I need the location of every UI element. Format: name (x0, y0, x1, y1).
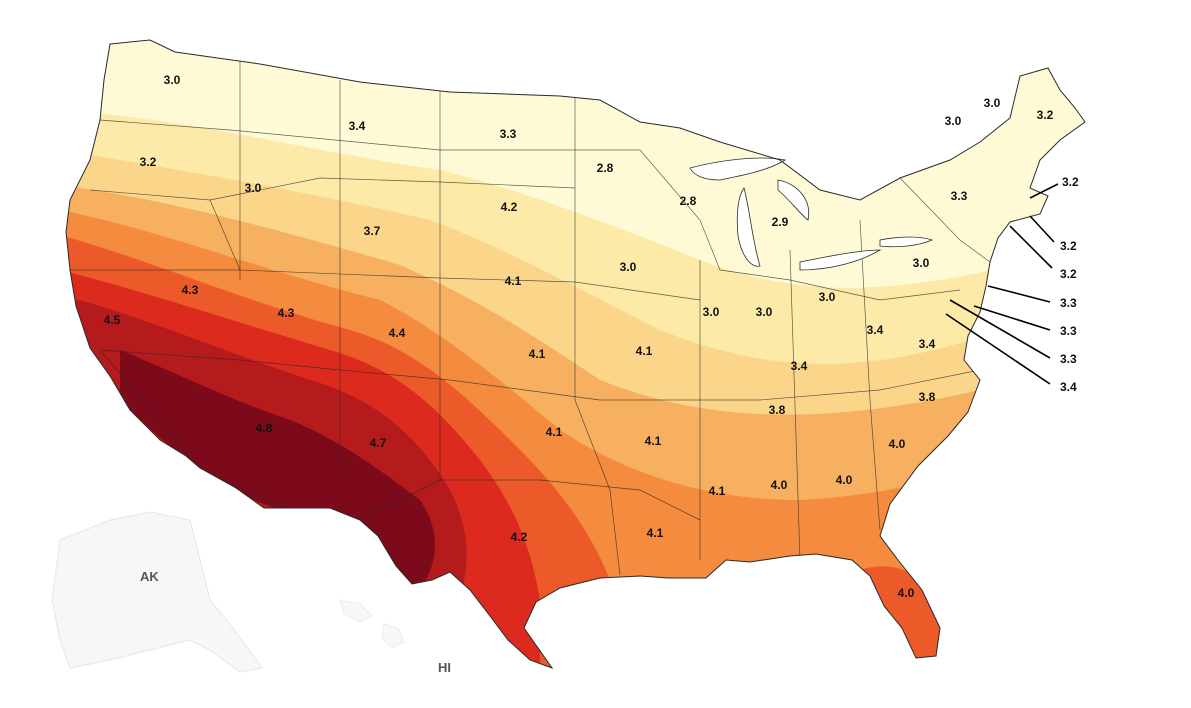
state-value-al: 4.0 (771, 478, 788, 492)
state-value-mn: 2.8 (597, 161, 614, 175)
state-value-fl: 4.0 (898, 586, 915, 600)
state-value-wa: 3.0 (164, 73, 181, 87)
state-value-nc: 3.8 (919, 390, 936, 404)
state-borders (70, 60, 991, 576)
state-value-nd: 3.3 (500, 127, 517, 141)
state-value-ca: 4.5 (104, 313, 121, 327)
callout-value-ct: 3.2 (1060, 267, 1077, 281)
callout-leaders (945, 183, 1059, 385)
state-value-wy: 3.7 (364, 224, 381, 238)
state-value-tx: 4.2 (511, 530, 528, 544)
state-value-la: 4.1 (647, 526, 664, 540)
state-value-oh: 3.0 (819, 290, 836, 304)
state-value-vt: 3.0 (945, 114, 962, 128)
callout-value-dc: 3.4 (1060, 380, 1077, 394)
state-value-id: 3.0 (245, 181, 262, 195)
callout-value-de: 3.3 (1060, 324, 1077, 338)
state-value-ia: 3.0 (620, 260, 637, 274)
state-value-mt: 3.4 (349, 119, 366, 133)
state-value-me: 3.2 (1037, 108, 1054, 122)
callout-labels: 3.2 3.2 3.2 3.3 3.3 3.3 3.4 (1060, 175, 1079, 394)
state-value-sd: 4.2 (501, 200, 518, 214)
state-value-il: 3.0 (703, 305, 720, 319)
callout-value-ri: 3.2 (1060, 239, 1077, 253)
leader-ri (1029, 215, 1055, 243)
state-value-wv: 3.4 (867, 323, 884, 337)
state-value-ne: 4.1 (505, 274, 522, 288)
state-value-sc: 4.0 (889, 437, 906, 451)
state-value-tn: 3.8 (769, 403, 786, 417)
state-value-co: 4.4 (389, 326, 406, 340)
state-value-in: 3.0 (756, 305, 773, 319)
state-value-nh: 3.0 (984, 96, 1001, 110)
callout-value-nj: 3.3 (1060, 296, 1077, 310)
state-value-wi: 2.8 (680, 194, 697, 208)
alaska-inset (51, 511, 263, 673)
state-value-nv: 4.3 (182, 283, 199, 297)
hawaii-label: HI (438, 660, 451, 675)
state-value-ks: 4.1 (529, 347, 546, 361)
state-value-or: 3.2 (140, 155, 157, 169)
callout-value-ma: 3.2 (1062, 175, 1079, 189)
leader-md (949, 299, 1051, 359)
state-value-va: 3.4 (919, 337, 936, 351)
state-value-ar: 4.1 (645, 434, 662, 448)
state-value-ga: 4.0 (836, 473, 853, 487)
state-value-ny: 3.3 (951, 189, 968, 203)
state-value-mo: 4.1 (636, 344, 653, 358)
state-value-ut: 4.3 (278, 306, 295, 320)
state-value-az: 4.8 (256, 421, 273, 435)
state-value-labels: 3.0 3.4 3.3 2.8 3.2 3.0 3.7 4.2 2.8 2.9 … (104, 73, 1054, 600)
state-value-nm: 4.7 (370, 436, 387, 450)
hawaii-inset (339, 599, 405, 649)
state-value-ky: 3.4 (791, 359, 808, 373)
state-value-pa: 3.0 (913, 256, 930, 270)
great-lakes (689, 157, 934, 271)
alaska-label: AK (140, 569, 159, 584)
state-value-mi: 2.9 (772, 215, 789, 229)
leader-ma (1029, 183, 1059, 199)
leader-nj (987, 285, 1051, 303)
leader-dc (945, 313, 1051, 385)
callout-value-md: 3.3 (1060, 352, 1077, 366)
state-value-ok: 4.1 (546, 425, 563, 439)
state-value-ms: 4.1 (709, 484, 726, 498)
leader-de (973, 305, 1051, 331)
leader-ct (1009, 225, 1053, 269)
